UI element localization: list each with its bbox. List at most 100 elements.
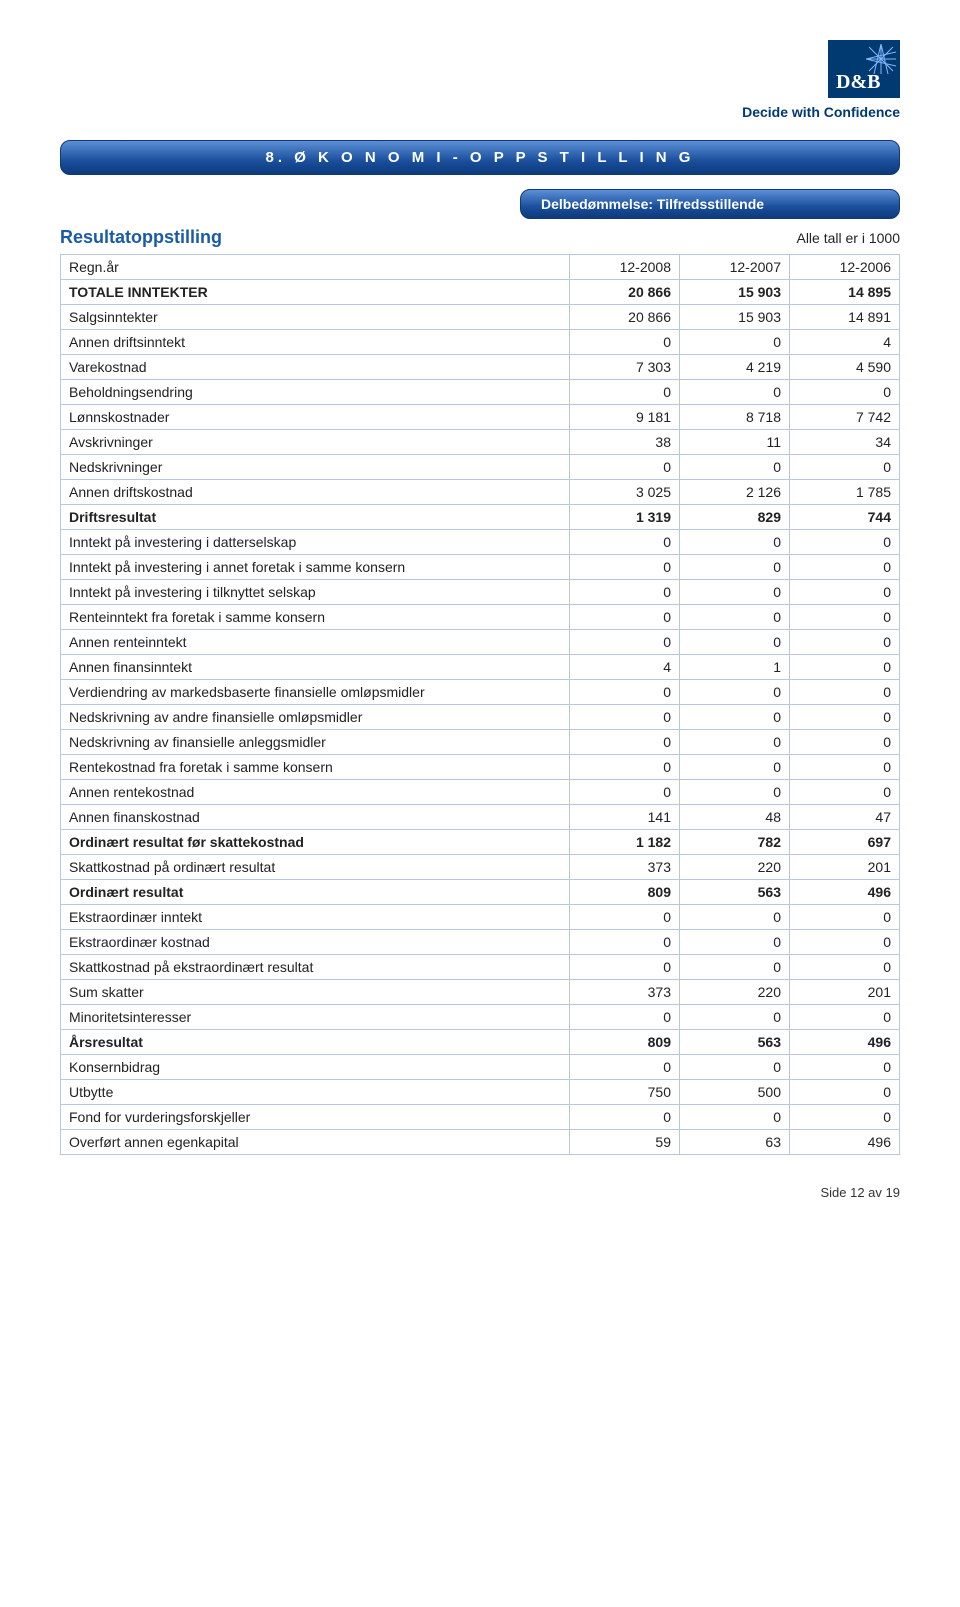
- row-value: 0: [680, 605, 790, 630]
- table-row: Ordinært resultat før skattekostnad1 182…: [61, 830, 900, 855]
- row-value: 0: [790, 1055, 900, 1080]
- table-row: Varekostnad7 3034 2194 590: [61, 355, 900, 380]
- row-value: 0: [790, 1005, 900, 1030]
- table-row: Årsresultat809563496: [61, 1030, 900, 1055]
- row-value: 1: [680, 655, 790, 680]
- starburst-icon: [866, 44, 896, 74]
- row-value: 496: [790, 1130, 900, 1155]
- row-value: 0: [790, 755, 900, 780]
- row-label: TOTALE INNTEKTER: [61, 280, 570, 305]
- row-label: Annen rentekostnad: [61, 780, 570, 805]
- row-value: 0: [570, 1105, 680, 1130]
- row-value: 141: [570, 805, 680, 830]
- row-value: 3 025: [570, 480, 680, 505]
- row-value: 829: [680, 505, 790, 530]
- logo-area: D&B Decide with Confidence: [60, 40, 900, 120]
- table-row: Annen driftskostnad3 0252 1261 785: [61, 480, 900, 505]
- table-row: Nedskrivning av andre finansielle omløps…: [61, 705, 900, 730]
- row-value: 0: [570, 780, 680, 805]
- row-value: 0: [790, 630, 900, 655]
- row-value: 0: [570, 680, 680, 705]
- row-value: 0: [680, 905, 790, 930]
- table-row: Overført annen egenkapital5963496: [61, 1130, 900, 1155]
- row-value: 0: [790, 530, 900, 555]
- row-value: 220: [680, 855, 790, 880]
- table-row: Utbytte7505000: [61, 1080, 900, 1105]
- table-row: Beholdningsendring000: [61, 380, 900, 405]
- row-value: 4 590: [790, 355, 900, 380]
- col-2007: 12-2007: [680, 255, 790, 280]
- logo-badge: D&B: [828, 40, 900, 98]
- row-label: Inntekt på investering i datterselskap: [61, 530, 570, 555]
- table-row: Verdiendring av markedsbaserte finansiel…: [61, 680, 900, 705]
- row-value: 4: [790, 330, 900, 355]
- row-value: 0: [790, 655, 900, 680]
- subtitle-row: Resultatoppstilling Alle tall er i 1000: [60, 227, 900, 248]
- row-value: 0: [790, 455, 900, 480]
- row-value: 0: [570, 705, 680, 730]
- row-label: Renteinntekt fra foretak i samme konsern: [61, 605, 570, 630]
- row-label: Sum skatter: [61, 980, 570, 1005]
- row-value: 0: [570, 555, 680, 580]
- row-label: Fond for vurderingsforskjeller: [61, 1105, 570, 1130]
- row-value: 0: [570, 380, 680, 405]
- row-value: 0: [680, 555, 790, 580]
- row-value: 0: [680, 705, 790, 730]
- row-value: 201: [790, 855, 900, 880]
- row-value: 9 181: [570, 405, 680, 430]
- row-value: 0: [570, 530, 680, 555]
- row-label: Nedskrivninger: [61, 455, 570, 480]
- row-value: 0: [680, 380, 790, 405]
- income-statement-table: Regn.år 12-2008 12-2007 12-2006 TOTALE I…: [60, 254, 900, 1155]
- row-value: 0: [680, 755, 790, 780]
- table-row: Inntekt på investering i annet foretak i…: [61, 555, 900, 580]
- row-value: 809: [570, 1030, 680, 1055]
- row-value: 0: [680, 730, 790, 755]
- logo-text: D&B: [836, 71, 880, 94]
- row-value: 697: [790, 830, 900, 855]
- row-label: Annen driftsinntekt: [61, 330, 570, 355]
- row-value: 11: [680, 430, 790, 455]
- row-value: 38: [570, 430, 680, 455]
- table-row: Ekstraordinær inntekt000: [61, 905, 900, 930]
- row-label: Annen renteinntekt: [61, 630, 570, 655]
- row-value: 0: [680, 1005, 790, 1030]
- table-row: Sum skatter373220201: [61, 980, 900, 1005]
- row-value: 500: [680, 1080, 790, 1105]
- unit-note: Alle tall er i 1000: [796, 230, 900, 246]
- row-value: 1 182: [570, 830, 680, 855]
- row-label: Ordinært resultat: [61, 880, 570, 905]
- row-value: 0: [680, 330, 790, 355]
- row-value: 0: [570, 755, 680, 780]
- row-value: 15 903: [680, 280, 790, 305]
- logo-tagline: Decide with Confidence: [742, 104, 900, 120]
- row-label: Minoritetsinteresser: [61, 1005, 570, 1030]
- col-2006: 12-2006: [790, 255, 900, 280]
- row-value: 63: [680, 1130, 790, 1155]
- table-row: Inntekt på investering i tilknyttet sels…: [61, 580, 900, 605]
- table-row: TOTALE INNTEKTER20 86615 90314 895: [61, 280, 900, 305]
- table-row: Driftsresultat1 319829744: [61, 505, 900, 530]
- row-value: 0: [680, 930, 790, 955]
- table-body: TOTALE INNTEKTER20 86615 90314 895Salgsi…: [61, 280, 900, 1155]
- row-value: 0: [570, 330, 680, 355]
- row-value: 0: [790, 1080, 900, 1105]
- row-value: 0: [680, 530, 790, 555]
- row-label: Overført annen egenkapital: [61, 1130, 570, 1155]
- row-value: 15 903: [680, 305, 790, 330]
- subheader-row: Delbedømmelse: Tilfredsstillende: [60, 189, 900, 219]
- row-label: Annen finanskostnad: [61, 805, 570, 830]
- row-value: 0: [790, 905, 900, 930]
- table-row: Annen renteinntekt000: [61, 630, 900, 655]
- row-label: Inntekt på investering i annet foretak i…: [61, 555, 570, 580]
- row-value: 496: [790, 1030, 900, 1055]
- row-label: Utbytte: [61, 1080, 570, 1105]
- row-value: 4 219: [680, 355, 790, 380]
- row-value: 0: [680, 1055, 790, 1080]
- row-value: 7 742: [790, 405, 900, 430]
- table-row: Nedskrivning av finansielle anleggsmidle…: [61, 730, 900, 755]
- table-row: Lønnskostnader9 1818 7187 742: [61, 405, 900, 430]
- table-row: Skattkostnad på ekstraordinært resultat0…: [61, 955, 900, 980]
- row-value: 14 891: [790, 305, 900, 330]
- row-value: 782: [680, 830, 790, 855]
